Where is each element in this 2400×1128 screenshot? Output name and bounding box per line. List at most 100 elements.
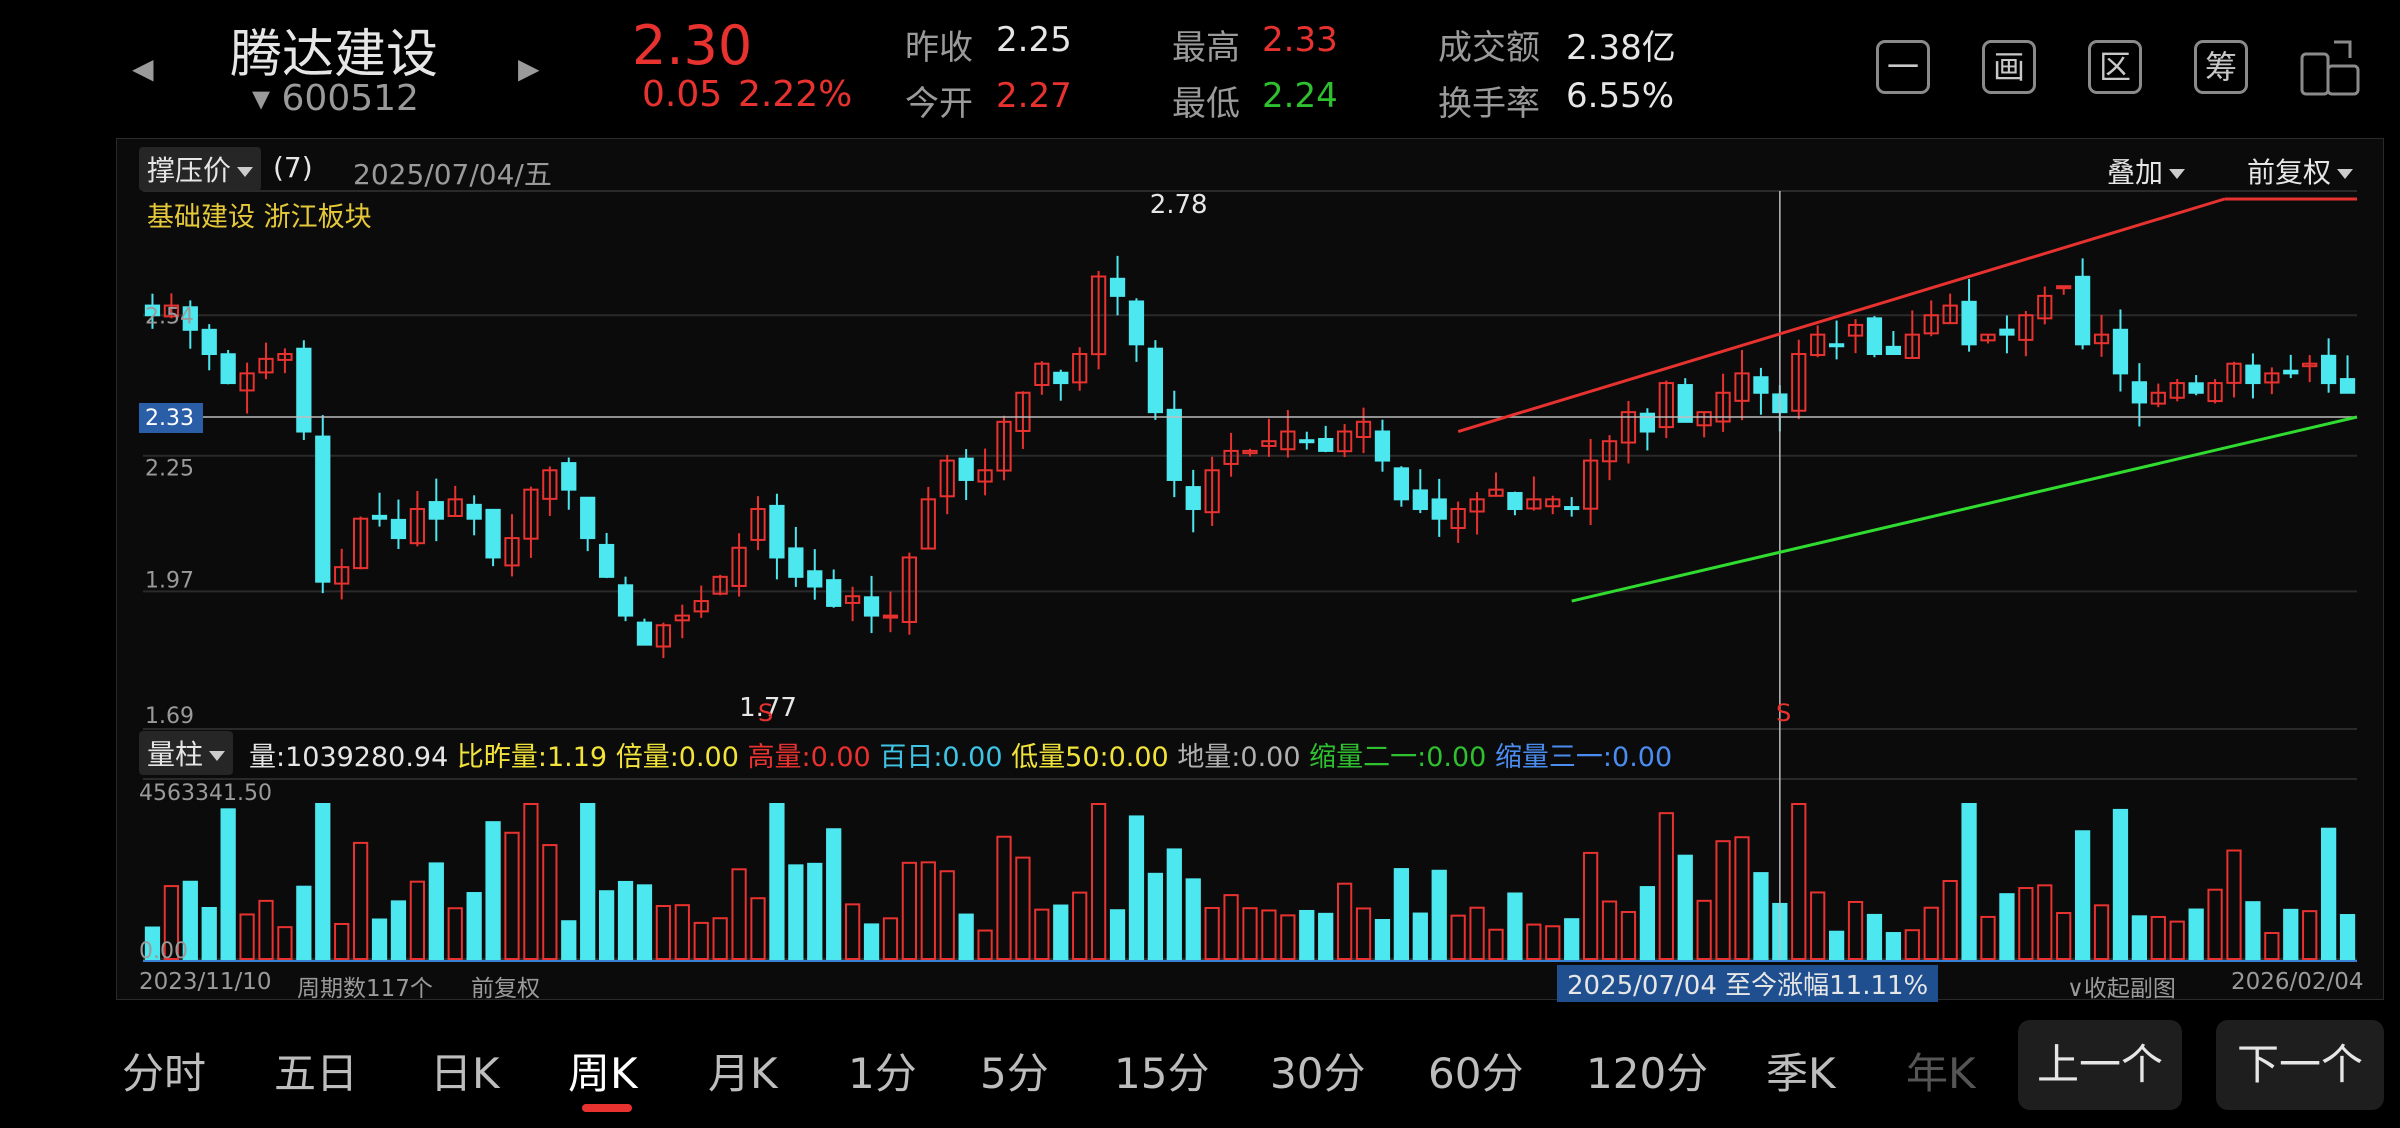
turnover-rate-value: 6.55% (1566, 76, 1675, 116)
price-label-169: 1.69 (145, 704, 194, 729)
next-stock-button[interactable]: 下一个 (2216, 1020, 2384, 1110)
low-value: 2.24 (1262, 76, 1338, 116)
candle (1109, 255, 1126, 316)
candle (1980, 333, 1996, 344)
candle (1658, 380, 1674, 439)
stock-name: 腾达建设 (230, 25, 439, 85)
collapse-subchart-button[interactable]: ∨收起副图 (2067, 976, 2176, 1002)
sector-text: 基础建设 浙江板块 (147, 202, 372, 233)
prev-stock-arrow[interactable]: ◀ (132, 52, 154, 85)
candle (2056, 285, 2072, 295)
draw-icon[interactable]: 画 (1982, 40, 2036, 94)
high-value: 2.33 (1262, 20, 1338, 60)
low-mark: 1.77 (739, 693, 797, 723)
candle (334, 548, 350, 600)
tab-60min[interactable]: 60分 (1428, 1049, 1524, 1098)
range-icon[interactable]: 区 (2088, 40, 2142, 94)
candle (617, 576, 634, 622)
volume-indicator-dropdown[interactable]: 量柱 (139, 731, 234, 775)
volume-bar (296, 885, 312, 960)
volume-bar (1545, 925, 1561, 961)
adjust-dropdown[interactable]: 前复权 (2247, 151, 2354, 191)
signal-s-2: S (1776, 699, 1791, 727)
candle (1942, 293, 1958, 325)
low-label: 最低 (1172, 84, 1240, 124)
volume-bar (863, 923, 880, 960)
tab-jik[interactable]: 季K (1766, 1049, 1836, 1098)
volume-bar (1582, 851, 1599, 961)
tab-yuek[interactable]: 月K (708, 1049, 778, 1098)
price-label-cursor-bg (139, 402, 203, 433)
tab-15min[interactable]: 15分 (1114, 1049, 1210, 1098)
prev-stock-button[interactable]: 上一个 (2018, 1020, 2182, 1110)
candle (996, 415, 1012, 481)
volume-bar (2207, 888, 2223, 961)
kline-svg[interactable]: 2.542.332.251.971.692.781.77S S (117, 139, 2383, 999)
volume-bar (580, 803, 596, 960)
tab-wuri[interactable]: 五日 (274, 1049, 359, 1098)
vol-stat-0: 量:1039280.94 (249, 742, 449, 773)
overlay-dropdown[interactable]: 叠加 (2107, 151, 2186, 191)
tab-fenshi[interactable]: 分时 (122, 1049, 207, 1098)
candle (409, 491, 426, 547)
candle (1034, 361, 1050, 395)
vol-stat-4: 百日:0.00 (879, 742, 1003, 773)
candle (2264, 367, 2280, 395)
volume-bar (201, 906, 217, 960)
candle (1791, 339, 1807, 420)
candle (2188, 375, 2204, 396)
signal-s: S (758, 699, 773, 727)
volume-bar (901, 861, 918, 960)
volume-bar (1242, 907, 1258, 960)
candle (2074, 258, 2091, 350)
candle (2207, 379, 2223, 404)
next-stock-arrow[interactable]: ▶ (518, 52, 540, 85)
volume-bar (1090, 803, 1107, 960)
volume-bar (239, 913, 255, 960)
candle (1545, 495, 1561, 515)
candle (1223, 432, 1239, 477)
candle (1318, 425, 1334, 453)
volume-bar (712, 917, 728, 960)
candle (1072, 347, 1088, 391)
tab-120min[interactable]: 120分 (1586, 1049, 1709, 1098)
tab-30min[interactable]: 30分 (1270, 1049, 1366, 1098)
indicator-dropdown[interactable]: 撑压价 (139, 147, 262, 191)
volume-bar (1204, 906, 1220, 960)
volume-bar (561, 920, 577, 961)
volume-bar (1072, 891, 1088, 960)
candle (485, 508, 501, 567)
tab-zhouk[interactable]: 周K (568, 1049, 638, 1098)
stock-code-dropdown[interactable]: ▾ 600512 (252, 78, 419, 119)
candle (1166, 390, 1182, 498)
candle (2018, 311, 2034, 357)
candle (1280, 409, 1296, 458)
volume-bar (1942, 879, 1958, 960)
candle (712, 574, 728, 596)
candle (1204, 456, 1220, 526)
volume-bar (1393, 868, 1410, 961)
kline-chart-panel[interactable]: 撑压价 (7) 2025/07/04/五 叠加 前复权 2.54 2.33 2.25… (116, 138, 2384, 1002)
tab-niank[interactable]: 年K (1906, 1049, 1976, 1098)
candle (561, 457, 577, 510)
chip-icon[interactable]: 筹 (2194, 40, 2248, 94)
candle (693, 585, 709, 618)
minus-box-icon[interactable]: 一 (1876, 40, 1930, 94)
price-change-pct: 2.22% (738, 74, 853, 115)
rotate-screen-icon[interactable] (2298, 36, 2362, 98)
volume-bar (882, 917, 899, 960)
candle (1355, 407, 1372, 454)
volume-bar (788, 864, 804, 960)
candle (598, 532, 615, 579)
tab-rik[interactable]: 日K (430, 1049, 500, 1098)
tab-5min[interactable]: 5分 (980, 1049, 1049, 1098)
candle (1015, 391, 1031, 449)
tab-1min[interactable]: 1分 (848, 1049, 917, 1098)
candle (1810, 325, 1826, 358)
volume-bar (371, 918, 388, 961)
volume-bar (939, 870, 955, 961)
candle (2093, 314, 2110, 357)
candle (1242, 448, 1258, 457)
candle (1904, 310, 1920, 359)
volume-bar (163, 885, 180, 960)
